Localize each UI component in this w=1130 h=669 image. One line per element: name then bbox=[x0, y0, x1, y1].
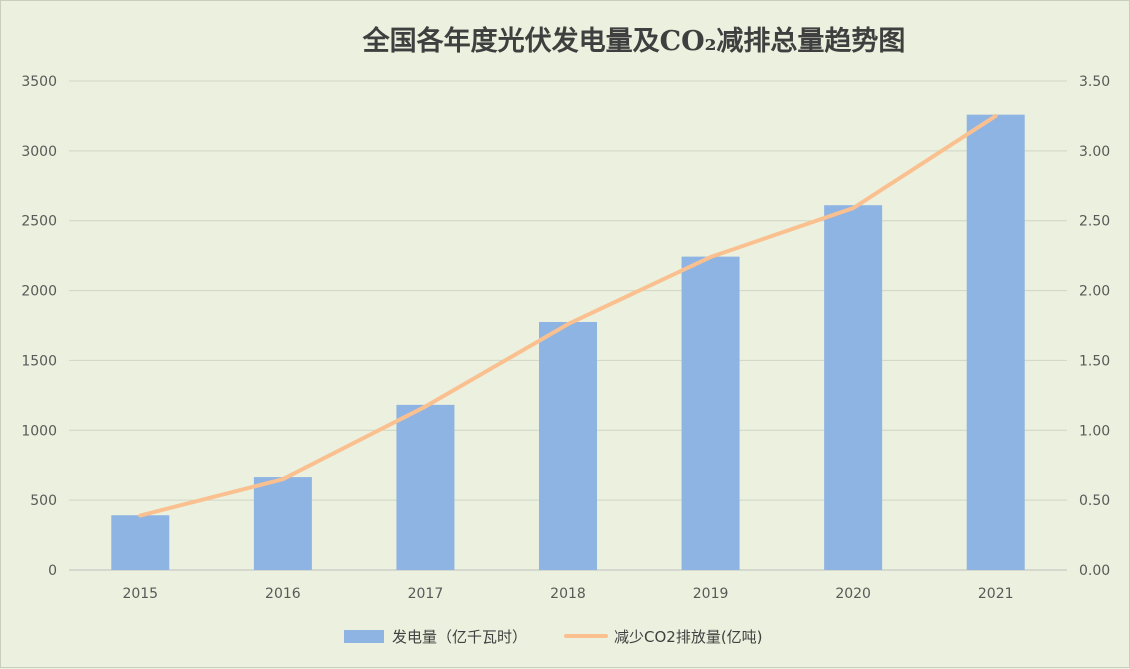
y-right-tick-label: 2.50 bbox=[1079, 214, 1110, 230]
y-left-tick-label: 0 bbox=[48, 563, 57, 579]
y-left-tick-label: 3500 bbox=[21, 74, 57, 90]
y-left-tick-label: 2500 bbox=[21, 214, 57, 230]
legend-label-bar: 发电量（亿千瓦时） bbox=[392, 628, 527, 646]
legend: 发电量（亿千瓦时） 减少CO2排放量(亿吨) bbox=[344, 628, 763, 646]
bar bbox=[539, 322, 597, 570]
line-series bbox=[138, 113, 998, 518]
legend-swatch-bar bbox=[344, 630, 384, 643]
y-right-tick-label: 1.50 bbox=[1079, 353, 1110, 369]
y-left-tick-label: 500 bbox=[30, 493, 57, 509]
x-tick-label: 2019 bbox=[693, 586, 729, 602]
x-tick-label: 2020 bbox=[835, 586, 871, 602]
bar bbox=[824, 205, 883, 570]
bar bbox=[111, 515, 170, 570]
bar bbox=[966, 114, 1025, 570]
series-line bbox=[138, 113, 998, 518]
y-left-tick-label: 1500 bbox=[21, 353, 57, 369]
y-right-tick-label: 3.00 bbox=[1079, 144, 1110, 160]
bar bbox=[253, 477, 312, 570]
axes: 0 0.00 500 0.50 1000 1.00 1500 1.50 2000 2.00 2500… bbox=[21, 74, 1110, 602]
y-right-tick-label: 0.50 bbox=[1079, 493, 1110, 509]
x-tick-label: 2016 bbox=[265, 586, 301, 602]
bar bbox=[396, 404, 455, 570]
x-tick-label: 2017 bbox=[408, 586, 444, 602]
y-right-tick-label: 1.00 bbox=[1079, 423, 1110, 439]
y-left-tick-label: 3000 bbox=[21, 144, 57, 160]
y-right-tick-label: 3.50 bbox=[1079, 74, 1110, 90]
y-right-tick-label: 2.00 bbox=[1079, 284, 1110, 300]
legend-label-line: 减少CO2排放量(亿吨) bbox=[614, 628, 763, 646]
chart-title: 全国各年度光伏发电量及CO₂减排总量趋势图 bbox=[362, 25, 906, 57]
y-right-tick-label: 0.00 bbox=[1079, 563, 1110, 579]
y-left-tick-label: 1000 bbox=[21, 423, 57, 439]
x-tick-label: 2018 bbox=[550, 586, 586, 602]
y-left-tick-label: 2000 bbox=[21, 284, 57, 300]
x-tick-label: 2021 bbox=[978, 586, 1014, 602]
x-tick-label: 2015 bbox=[122, 586, 158, 602]
bar bbox=[681, 256, 740, 570]
bar-series bbox=[111, 114, 1025, 570]
